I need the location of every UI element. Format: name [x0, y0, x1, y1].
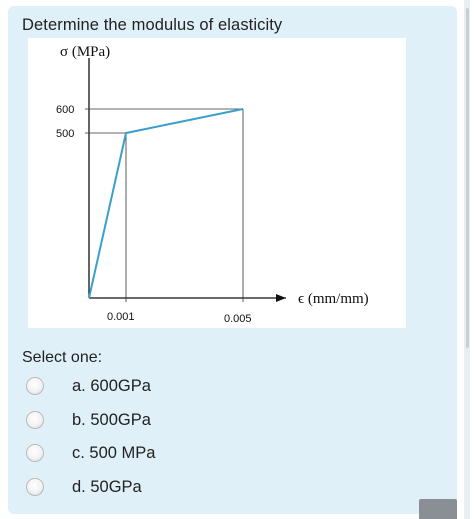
option-a-label: a. 600GPa — [72, 376, 151, 395]
corner-button[interactable] — [419, 499, 457, 519]
radio-b[interactable] — [26, 411, 44, 429]
option-d-label: d. 50GPa — [72, 477, 142, 496]
stress-strain-line — [88, 108, 244, 299]
stress-strain-figure: σ (MPa) ϵ (mm/mm) 600 500 0.001 0.005 — [28, 38, 406, 328]
x-axis-label: ϵ (mm/mm) — [298, 291, 369, 307]
y-tick-label-500: 500 — [56, 128, 74, 140]
radio-c[interactable] — [26, 444, 44, 462]
guide-lines — [85, 108, 244, 302]
option-b-label: b. 500GPa — [72, 410, 151, 429]
option-c[interactable]: c. 500 MPa — [26, 440, 326, 466]
radio-a[interactable] — [26, 377, 44, 395]
x-axis-arrowhead — [276, 294, 286, 302]
y-tick-label-600: 600 — [56, 104, 74, 116]
x-tick-label-0.001: 0.001 — [107, 311, 135, 323]
stress-strain-chart: σ (MPa) ϵ (mm/mm) 600 500 0.001 0.005 — [56, 44, 369, 325]
x-tick-label-0.005: 0.005 — [224, 313, 252, 325]
option-a[interactable]: a. 600GPa — [26, 373, 326, 399]
option-b[interactable]: b. 500GPa — [26, 407, 326, 433]
select-one-label: Select one: — [22, 349, 103, 366]
y-axis-label: σ (MPa) — [60, 44, 110, 60]
option-d[interactable]: d. 50GPa — [26, 474, 326, 500]
scrollbar-thumb[interactable] — [466, 8, 469, 348]
radio-d[interactable] — [26, 478, 44, 496]
question-text: Determine the modulus of elasticity — [22, 16, 283, 34]
option-c-label: c. 500 MPa — [72, 443, 156, 462]
